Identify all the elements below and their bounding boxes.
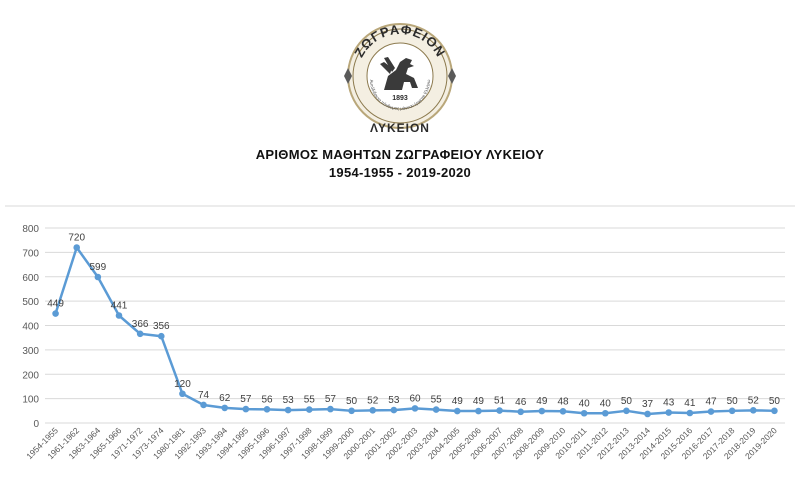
data-label: 37 bbox=[642, 399, 654, 410]
data-point bbox=[221, 404, 229, 412]
data-label: 40 bbox=[600, 398, 612, 409]
data-label: 52 bbox=[367, 395, 379, 406]
data-label: 41 bbox=[684, 398, 696, 409]
data-point bbox=[411, 405, 419, 412]
data-point bbox=[644, 410, 651, 418]
y-tick-label: 100 bbox=[22, 395, 39, 406]
y-tick-label: 300 bbox=[22, 346, 39, 357]
school-logo: ΖΩΓΡΑΦΕΙΟΝ Αυτόδιδακτα πάνθυμος μάννον έ… bbox=[344, 22, 456, 135]
data-point bbox=[728, 407, 736, 415]
y-tick-label: 800 bbox=[22, 224, 39, 235]
data-point bbox=[327, 405, 334, 413]
y-tick-label: 0 bbox=[33, 419, 39, 430]
data-label: 50 bbox=[769, 396, 781, 407]
data-label: 46 bbox=[515, 397, 527, 408]
data-point bbox=[771, 407, 778, 415]
data-point bbox=[580, 409, 588, 417]
data-label: 74 bbox=[198, 390, 210, 401]
y-tick-label: 700 bbox=[22, 248, 39, 259]
data-label: 51 bbox=[494, 396, 506, 407]
data-point bbox=[665, 409, 673, 416]
data-point bbox=[115, 312, 123, 319]
data-label: 366 bbox=[132, 319, 149, 330]
data-point bbox=[538, 407, 546, 415]
data-label: 56 bbox=[261, 394, 273, 405]
chart-subtitle: 1954-1955 - 2019-2020 bbox=[328, 165, 472, 180]
data-point bbox=[136, 330, 144, 338]
logo-bottom-text: ΛΥΚΕΙΟΝ bbox=[370, 121, 430, 135]
data-point bbox=[73, 244, 81, 251]
y-tick-label: 200 bbox=[22, 370, 39, 381]
logo-year: 1893 bbox=[392, 95, 408, 102]
data-point bbox=[157, 332, 165, 340]
data-label: 53 bbox=[283, 395, 295, 406]
data-label: 62 bbox=[219, 393, 231, 404]
data-label: 40 bbox=[579, 398, 591, 409]
data-label: 43 bbox=[663, 398, 675, 409]
data-label: 599 bbox=[90, 262, 107, 273]
data-point bbox=[559, 408, 567, 415]
data-label: 449 bbox=[47, 299, 64, 310]
data-label: 441 bbox=[111, 301, 128, 312]
data-point bbox=[200, 401, 207, 409]
data-point bbox=[749, 407, 757, 414]
data-point bbox=[686, 409, 694, 417]
y-tick-label: 600 bbox=[22, 273, 39, 284]
data-point bbox=[707, 408, 715, 415]
data-point bbox=[475, 407, 482, 415]
data-point bbox=[496, 407, 503, 414]
y-tick-label: 400 bbox=[22, 322, 39, 333]
data-label: 55 bbox=[304, 395, 316, 406]
data-point bbox=[179, 390, 186, 398]
chart-title: ΑΡΙΘΜΟΣ ΜΑΘΗΤΩΝ ΖΩΓΡΑΦΕΙΟΥ ΛΥΚΕΙΟΥ bbox=[255, 147, 545, 162]
data-label: 57 bbox=[240, 394, 252, 405]
data-label: 720 bbox=[68, 233, 85, 244]
data-point bbox=[284, 406, 292, 414]
data-point bbox=[52, 310, 59, 317]
y-tick-label: 500 bbox=[22, 297, 39, 308]
data-point bbox=[263, 406, 271, 413]
data-label: 49 bbox=[452, 396, 464, 407]
data-point bbox=[390, 406, 398, 414]
data-label: 50 bbox=[346, 396, 358, 407]
data-label: 60 bbox=[409, 393, 421, 404]
data-point bbox=[517, 408, 525, 416]
data-label: 50 bbox=[727, 396, 739, 407]
data-label: 48 bbox=[557, 396, 569, 407]
data-label: 57 bbox=[325, 394, 337, 405]
data-label: 53 bbox=[388, 395, 400, 406]
data-point bbox=[453, 407, 461, 415]
data-label: 120 bbox=[174, 379, 191, 390]
data-point bbox=[369, 407, 377, 414]
data-label: 55 bbox=[431, 395, 443, 406]
data-label: 49 bbox=[536, 396, 548, 407]
data-label: 50 bbox=[621, 396, 633, 407]
data-point bbox=[94, 273, 102, 281]
data-point bbox=[348, 407, 355, 415]
griffin-icon bbox=[380, 57, 418, 90]
data-point bbox=[623, 407, 630, 415]
data-label: 52 bbox=[748, 395, 760, 406]
data-point bbox=[432, 406, 440, 413]
data-point bbox=[305, 406, 313, 413]
data-label: 47 bbox=[705, 397, 717, 408]
data-point bbox=[242, 405, 250, 413]
data-point bbox=[601, 409, 609, 417]
data-label: 356 bbox=[153, 321, 170, 332]
data-label: 49 bbox=[473, 396, 485, 407]
